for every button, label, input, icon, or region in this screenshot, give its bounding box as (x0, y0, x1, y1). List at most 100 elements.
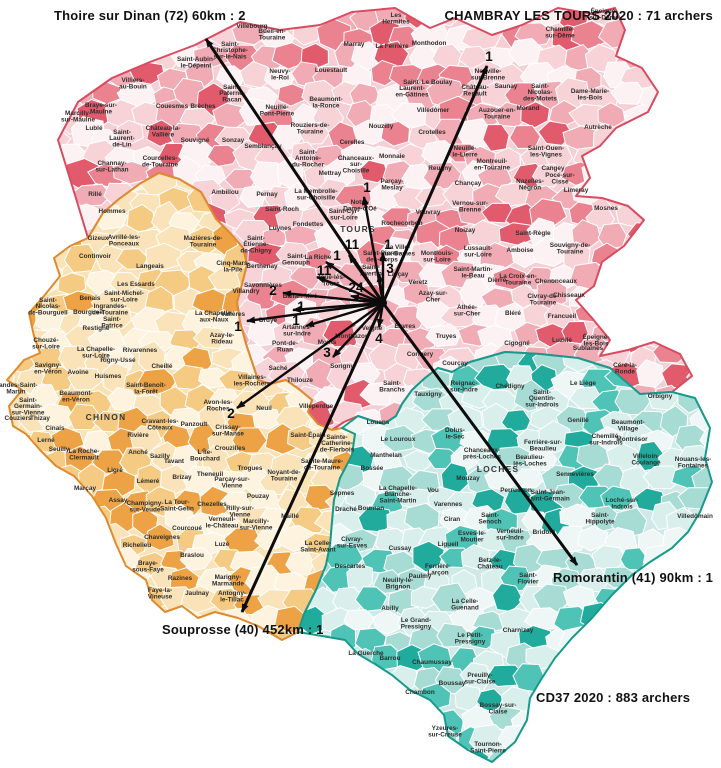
commune-label: Tauxigny (414, 391, 442, 398)
commune-label: Maillé (281, 513, 299, 520)
commune-label: Saint-Germain-sur-Vienne (12, 397, 45, 417)
commune-label: Le Louroux (381, 436, 416, 443)
region-loches-border (297, 351, 713, 763)
archer-count-veign-: 4 (375, 331, 383, 346)
commune-label: Couesmes (156, 103, 189, 110)
commune-label: Sainte-Maure-de-Touraine (301, 458, 343, 471)
archer-count-la-riche: 1 (333, 248, 341, 263)
arrow-to-la-riche (325, 261, 384, 304)
commune-label: Richelieu (123, 542, 152, 549)
archer-count-neuville-sur-brenne: 1 (485, 49, 493, 64)
commune-label: Rochecorbon (381, 220, 422, 227)
commune-label: Saint-Paterne-Racan (219, 84, 245, 104)
arrow-to-souprosse (240, 302, 385, 613)
arrow-to-avon-les-roches (236, 302, 384, 409)
commune-label: Avrillé-les-Ponceaux (108, 234, 140, 247)
commune-label: Ligré (107, 467, 123, 474)
commune-label: Cangey (541, 165, 565, 172)
commune-label: Le Petit-Pressigny (455, 632, 486, 645)
commune-label: Pouzay (247, 493, 270, 500)
arrow-to-saint-avertin (376, 273, 385, 304)
commune-label: Montreuil-en-Touraine (474, 158, 511, 171)
commune-label: Les Essards (117, 281, 155, 288)
arrow-to-artannes-sur-indre (305, 301, 384, 328)
commune-label: Continvoir (79, 253, 111, 260)
commune-label: Pernay (256, 191, 278, 198)
commune-label: Assay (109, 497, 128, 504)
commune-label: Saint-Épain (290, 430, 325, 439)
commune-label: Parçay-sur-Vienne (214, 476, 249, 489)
commune-label: Marcilly-sur-Maulne (61, 110, 96, 123)
archer-count-ballan-mir-: 1 (297, 299, 305, 314)
commune-label: Sepmes (330, 490, 355, 497)
commune-label: Ambillou (211, 189, 238, 196)
commune-label: L'Île-Bouchard (190, 447, 220, 462)
commune-label: La Tour-Saint-Gelin (160, 499, 194, 512)
commune-label: La Ferrière (375, 43, 408, 50)
commune-label: Nouans-les-Fontaines (675, 456, 712, 469)
commune-label: Saché (269, 365, 288, 372)
commune-label: Savonnières (244, 282, 282, 289)
commune-label: Saint-Christophe-sur-le-Nais (212, 41, 248, 61)
commune-label: Pocé-sur-Cisse (545, 172, 574, 185)
commune-label: Saint-Laurent-de-Lin (109, 129, 135, 149)
commune-label: Paulmy (409, 573, 432, 580)
commune-label: Saint-Laurent-en-Gâtines (395, 79, 428, 99)
commune-label: Sonzay (222, 137, 245, 144)
commune-label: Marçay (74, 485, 96, 492)
commune-label: Villaines-les-Rochers (234, 374, 271, 387)
commune-label: Cinais (45, 425, 65, 432)
commune-label: La Roche-Clermault (69, 448, 100, 461)
commune-label: Seuilly (49, 446, 70, 453)
commune-label: Mettray (319, 170, 342, 177)
commune-label: Loché-sur-Indrois (605, 497, 638, 510)
commune-label: Vou (427, 487, 439, 494)
commune-label: Semblançay (244, 143, 282, 150)
commune-label: Boussay (439, 680, 466, 687)
commune-label: Azay-sur-Cher (418, 290, 447, 303)
commune-label: Neuvy-le-Roi (269, 68, 290, 81)
commune-label: Villandry (233, 288, 260, 295)
commune-label: Beaulieu-lès-Loches (513, 454, 547, 467)
commune-label: Chisseaux (553, 292, 585, 299)
commune-label: Les Hermites (382, 12, 410, 25)
commune-label: La Riche (305, 254, 332, 261)
commune-label: Chouzé-sur-Loire (32, 337, 60, 350)
commune-label: Reignac-sur-Indre (450, 380, 478, 393)
commune-label: Cussay (389, 545, 412, 552)
commune-label: Pont-de-Ruan (272, 340, 298, 353)
commune-label: Vallères (221, 311, 246, 318)
commune-label: Noizay (455, 227, 476, 234)
commune-label: Chezelles (197, 501, 227, 508)
commune-label: Lémeré (137, 478, 160, 485)
commune-label: Rilly-sur-Vienne (226, 505, 254, 518)
commune-label: Ingrandes-de-Touraine (92, 303, 129, 316)
commune-label: Chambon (405, 689, 435, 696)
commune-label: Louestault (315, 67, 348, 74)
commune-label: Truyes (436, 333, 457, 340)
commune-label: Rillé (88, 191, 102, 198)
archer-count-artannes-sur-indre: 1 (292, 313, 300, 328)
commune-label: Saint-Benoît-la-Forêt (126, 382, 166, 395)
commune-label: Chenonceaux (535, 278, 577, 285)
commune-label: Véretz (408, 279, 427, 286)
annotation-souprosse: Souprosse (40) 452km : 1 (162, 622, 324, 637)
commune-label: Thizay (30, 415, 50, 422)
commune-label: Cheillé (152, 363, 173, 370)
commune-label: Saint-Nicolas-de-Bourgueil (28, 297, 68, 317)
commune-label: Ciran (444, 516, 460, 523)
commune-label: Morand (516, 105, 539, 112)
commune-label: Rivarennes (123, 347, 158, 354)
commune-label: Bourgueil (73, 309, 103, 316)
commune-label: Marcilly-sur-Vienne (240, 518, 273, 531)
commune-label: Courcelles-de-Touraine (142, 155, 179, 168)
commune-label: Luzillé (552, 337, 572, 344)
commune-label: Sublaines (573, 345, 604, 352)
commune-label: Braslou (180, 552, 204, 559)
commune-label: Lerné (37, 437, 55, 444)
commune-label: Bridoré (533, 529, 556, 536)
commune-label: Verneuil-le-Château (206, 516, 239, 529)
commune-label: Sazilly (150, 453, 170, 460)
commune-label: Francueil (548, 313, 577, 320)
commune-label: Preuilly-sur-Claise (465, 672, 496, 685)
